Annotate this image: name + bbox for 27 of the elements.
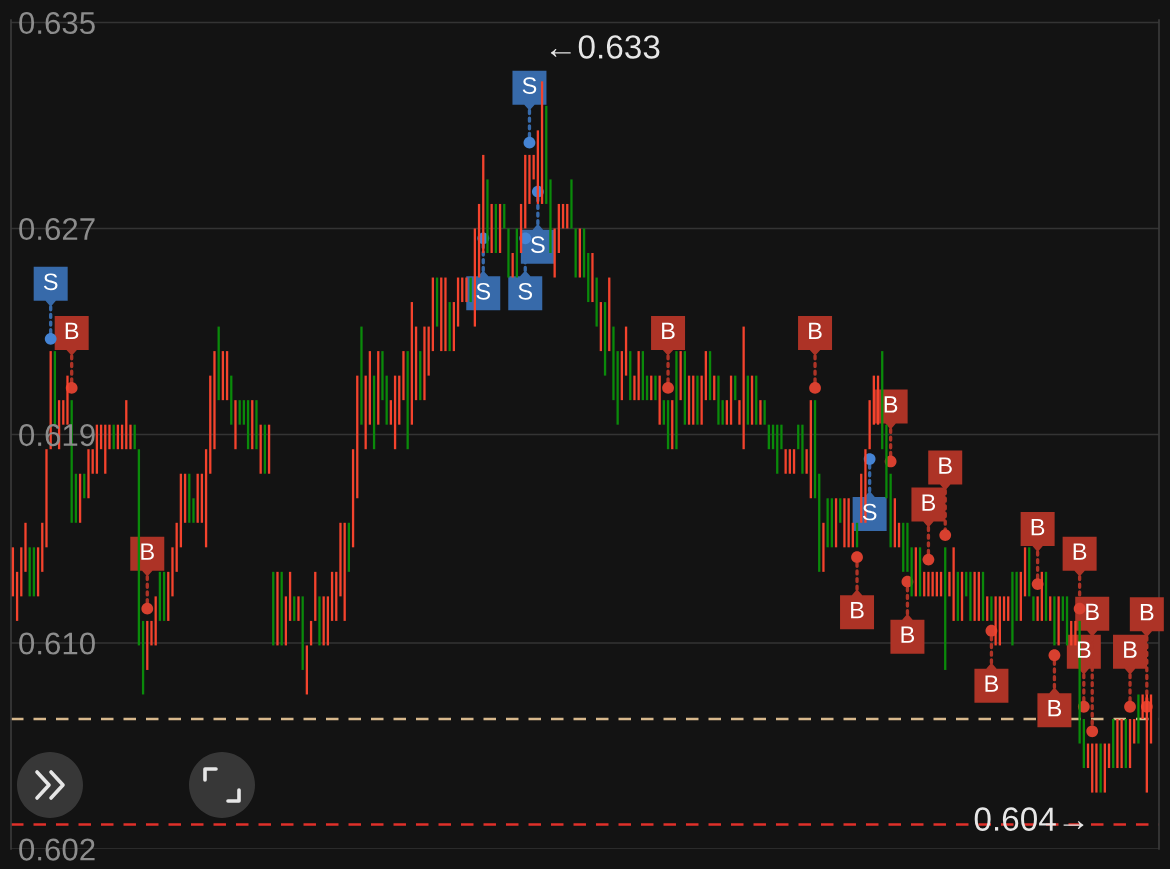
data-label: B — [141, 543, 154, 560]
data-label: B — [1048, 700, 1062, 717]
y-tick-label: 0.602 — [19, 838, 95, 861]
data-label: B — [1073, 543, 1087, 560]
data-label: B — [884, 396, 898, 413]
data-label: B — [985, 675, 999, 692]
annotation: 0.604→ — [974, 807, 1084, 831]
data-label: B — [1140, 604, 1154, 621]
y-tick-label: 0.610 — [19, 632, 95, 655]
data-label: S — [518, 282, 533, 300]
y-tick-label: 0.635 — [19, 11, 95, 35]
data-label: B — [851, 602, 864, 619]
data-label: S — [522, 77, 537, 94]
data-label: S — [476, 282, 491, 300]
data-label: B — [809, 322, 822, 340]
data-label: B — [65, 322, 79, 340]
data-label: B — [1031, 518, 1045, 536]
data-label: B — [901, 626, 915, 643]
y-tick-label: 0.627 — [19, 217, 95, 241]
data-label: B — [1124, 641, 1137, 658]
data-label: B — [939, 457, 952, 474]
data-label: S — [531, 236, 545, 254]
annotation: ←0.633 — [550, 35, 660, 59]
data-label: B — [662, 322, 675, 340]
data-label: B — [922, 494, 936, 511]
data-label: B — [1086, 603, 1099, 620]
data-label: S — [43, 273, 58, 291]
